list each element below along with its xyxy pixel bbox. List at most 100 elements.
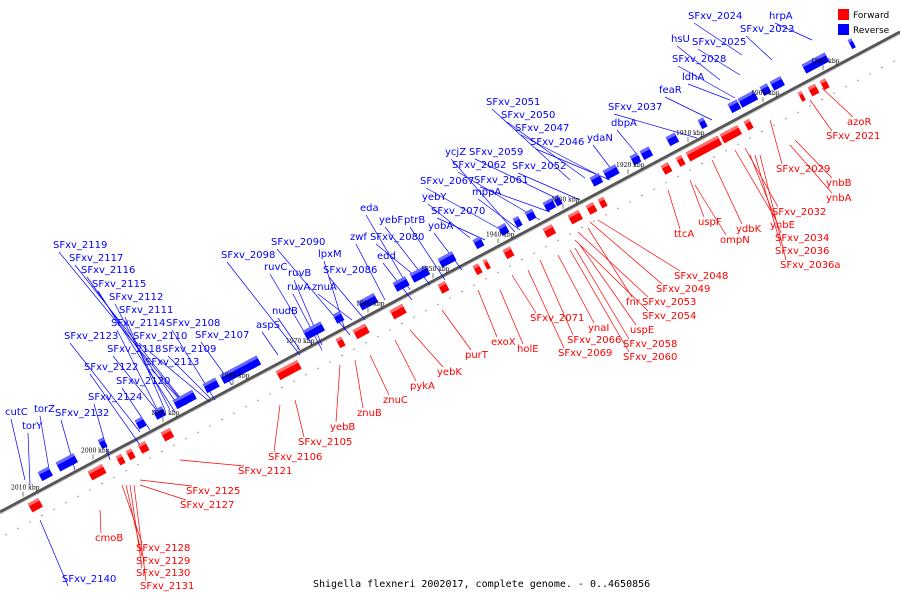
forward-gene-body (389, 303, 407, 320)
reverse-gene-connector (517, 172, 581, 201)
reverse-gene (437, 251, 457, 268)
reverse-gene-connector (292, 293, 323, 351)
track-dot (149, 457, 151, 459)
forward-gene (797, 91, 806, 102)
reverse-gene (172, 389, 197, 410)
forward-gene-body (352, 323, 370, 340)
reverse-gene-label: SFxv_2122 (84, 362, 138, 373)
track-dot (809, 105, 811, 107)
track-dot (653, 188, 655, 190)
forward-gene (819, 78, 830, 91)
reverse-gene-connector (436, 217, 486, 241)
tick-label: 1900 kbp (751, 90, 780, 97)
reverse-gene-connector (687, 83, 731, 101)
forward-gene-highlight (542, 224, 553, 232)
reverse-gene-highlight (152, 406, 163, 414)
reverse-gene-label: SFxv_2052 (512, 161, 566, 172)
reverse-gene-highlight (409, 265, 427, 277)
reverse-gene-label: SFxv_2067 (420, 176, 474, 187)
forward-gene (87, 464, 107, 481)
forward-gene-connector (409, 329, 444, 368)
forward-gene-highlight (437, 281, 447, 288)
reverse-gene-connector (89, 373, 141, 446)
track-dot (101, 482, 103, 485)
forward-gene (137, 441, 150, 454)
reverse-gene (727, 99, 742, 114)
reverse-gene-label: ydaN (587, 133, 613, 144)
reverse-gene (629, 152, 642, 166)
reverse-gene-connector (93, 403, 111, 461)
forward-gene (502, 246, 515, 260)
reverse-gene-label: SFxv_2024 (688, 11, 742, 22)
forward-gene (807, 83, 820, 97)
reverse-gene-label: SFxv_2115 (92, 279, 146, 290)
track-dot (425, 310, 427, 312)
reverse-gene-connector (520, 134, 601, 177)
forward-gene-label: SFxv_2021 (826, 131, 880, 142)
track-dot (113, 476, 115, 478)
track-dot (605, 214, 607, 216)
forward-gene-label: SFxv_2131 (140, 581, 194, 592)
reverse-gene (202, 377, 220, 394)
reverse-gene-label: ldhA (682, 72, 704, 83)
forward-gene-connector (794, 139, 833, 179)
track-dot (449, 297, 451, 299)
track-dot (749, 137, 751, 139)
forward-gene-connector (579, 244, 637, 326)
reverse-gene-highlight (759, 83, 769, 90)
reverse-gene-connector (121, 387, 151, 431)
forward-gene-connector (499, 289, 524, 345)
tick-label: 1970 kbp (286, 338, 315, 345)
track-dot (233, 412, 235, 414)
forward-gene-connector (769, 119, 783, 165)
reverse-gene-label: SFxv_2059 (469, 147, 523, 158)
tick-label: 1980 kbp (221, 373, 250, 380)
forward-gene-connector (574, 247, 630, 340)
reverse-gene (589, 173, 604, 187)
forward-gene-connector (789, 144, 833, 194)
reverse-gene-connector (664, 96, 713, 121)
reverse-gene (302, 321, 326, 340)
track-dot (821, 98, 823, 101)
reverse-gene (37, 466, 53, 482)
forward-gene-label: ynaI (588, 323, 609, 334)
reverse-gene-connector (427, 203, 471, 239)
track-dot (713, 156, 715, 158)
forward-gene-label: ynbE (770, 220, 795, 231)
track-dot (773, 124, 775, 126)
figure-caption: Shigella flexneri 2002017, complete geno… (313, 579, 650, 590)
reverse-gene-label: SFxv_2119 (53, 240, 107, 251)
reverse-gene-highlight (202, 377, 217, 387)
forward-gene-label: SFxv_2069 (558, 348, 612, 359)
reverse-gene-label: ruvC (264, 262, 287, 273)
reverse-gene-label: eda (360, 203, 379, 214)
reverse-gene (392, 276, 410, 292)
reverse-gene-highlight (542, 198, 553, 206)
track-dot (533, 252, 535, 254)
track-dot (305, 374, 307, 376)
reverse-gene-connector (506, 121, 586, 179)
forward-gene-label: znuC (383, 395, 408, 406)
forward-gene-label: SFxv_2029 (776, 164, 830, 175)
forward-gene-highlight (160, 427, 171, 436)
reverse-gene-label: SFxv_2025 (692, 37, 746, 48)
forward-gene-connector (557, 254, 595, 324)
reverse-gene-highlight (524, 208, 534, 216)
track-dot (509, 265, 511, 267)
forward-gene-connector (273, 404, 281, 453)
reverse-gene-highlight (589, 173, 600, 181)
reverse-gene-connector (433, 232, 463, 271)
forward-gene-label: SFxv_2049 (656, 284, 710, 295)
reverse-gene-connector (167, 355, 211, 399)
forward-gene-label: SFxv_2066 (567, 335, 621, 346)
track-dot (893, 60, 895, 62)
reverse-gene-connector (317, 293, 353, 321)
reverse-gene-connector (676, 45, 721, 81)
reverse-gene-label: hrpA (769, 11, 793, 22)
forward-gene-highlight (660, 162, 670, 169)
track-dot (41, 514, 43, 517)
track-dot (797, 111, 799, 114)
reverse-gene-highlight (629, 152, 639, 160)
reverse-gene-connector (39, 415, 51, 476)
reverse-gene-highlight (639, 146, 650, 154)
